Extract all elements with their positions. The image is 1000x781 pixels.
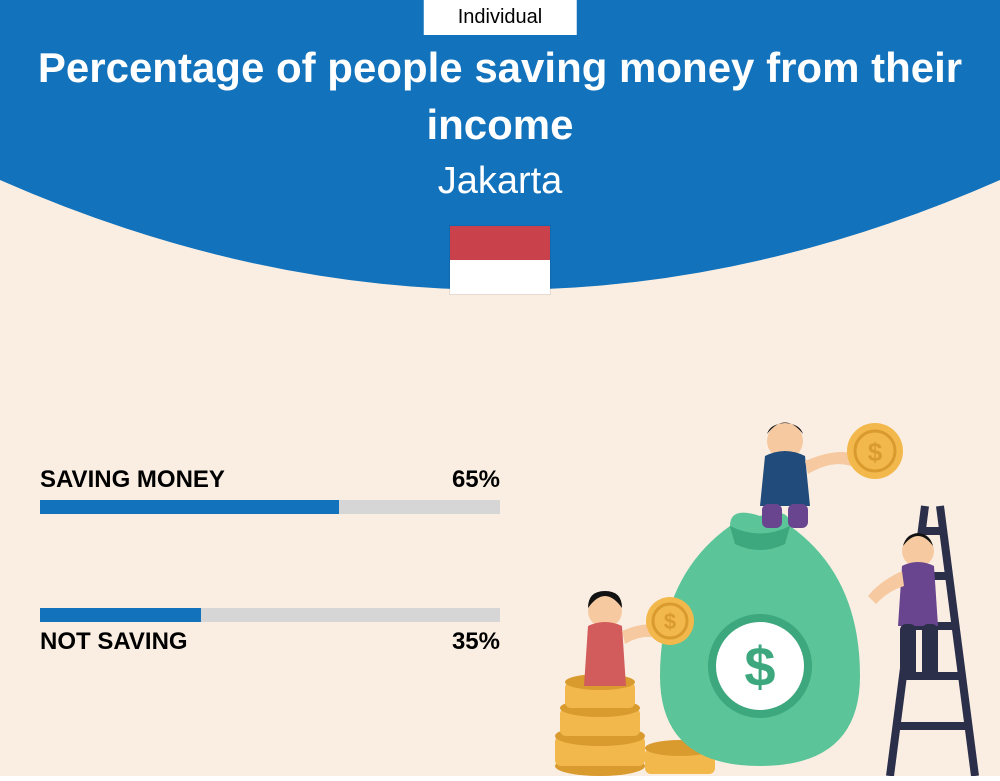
flag-white-stripe (450, 260, 550, 294)
bar-fill (40, 608, 201, 622)
bar-value: 65% (452, 466, 500, 494)
flag-red-stripe (450, 226, 550, 260)
page-title: Percentage of people saving money from t… (0, 40, 1000, 153)
flag-indonesia (450, 226, 550, 294)
bar-label: NOT SAVING (40, 628, 188, 656)
person-icon (868, 533, 938, 680)
svg-text:$: $ (744, 635, 775, 698)
bar-saving-money: SAVING MONEY 65% (40, 466, 500, 514)
bar-value: 35% (452, 628, 500, 656)
bar-track (40, 500, 500, 514)
money-bag-icon: $ (660, 513, 860, 766)
savings-illustration: $ $ (530, 396, 990, 776)
coin-stack (555, 674, 645, 776)
person-icon: $ (760, 423, 903, 529)
bar-chart: SAVING MONEY 65% NOT SAVING 35% (40, 466, 500, 656)
svg-text:$: $ (868, 437, 883, 467)
bar-label: SAVING MONEY (40, 466, 225, 494)
bar-not-saving: NOT SAVING 35% (40, 608, 500, 656)
category-tag: Individual (424, 0, 577, 35)
page-subtitle: Jakarta (0, 160, 1000, 203)
bar-fill (40, 500, 339, 514)
bar-track (40, 608, 500, 622)
svg-text:$: $ (664, 609, 676, 634)
